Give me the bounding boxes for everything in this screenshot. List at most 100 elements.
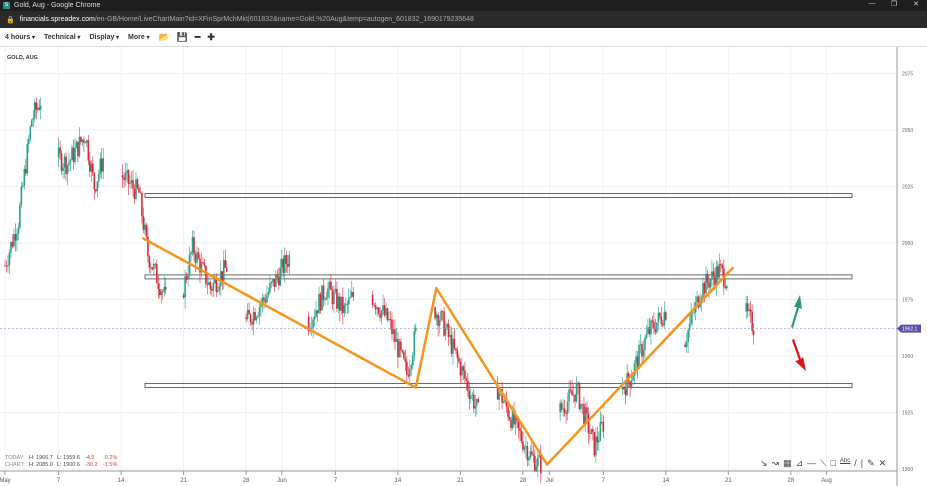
text-tool-icon[interactable]: Abc [839,458,851,464]
arrow-tool-icon[interactable]: ↘ [760,458,768,468]
y-tick-label: 1950 [902,354,913,360]
candle-body [160,291,163,296]
candle-body [74,148,76,162]
candle-body [249,314,252,323]
candle-body [596,436,599,443]
candle-body [8,252,11,266]
candle-body [89,160,91,172]
candle-body [59,147,61,154]
rectangle-tool-icon[interactable]: □ [830,458,836,468]
candle-body [473,394,475,409]
zoom-out-icon[interactable]: ━ [194,31,201,42]
candle-body [206,283,209,285]
candle-body [92,163,94,173]
candle-body [32,117,35,120]
more-dropdown[interactable]: More [128,34,149,41]
candle-body [150,267,152,269]
candle-body [193,237,195,255]
zoom-in-icon[interactable]: ✚ [207,31,215,42]
today-change: -4.5 [85,455,95,461]
candle-body [319,293,322,311]
candle-body [397,339,399,358]
candle-body [409,368,411,377]
hline-tool-icon[interactable]: — [807,458,817,468]
display-dropdown[interactable]: Display [89,34,119,41]
chart-label: CHART: [5,462,25,468]
candle-body [269,283,271,293]
candle-body [705,273,707,294]
save-icon[interactable]: 💾 [176,31,188,42]
candle-body [333,291,335,305]
y-tick-label: 1975 [902,298,913,304]
minimize-button[interactable]: — [868,0,876,7]
candle-body [214,278,216,283]
candle-body [38,107,41,110]
candle-body [718,263,721,278]
close-button[interactable]: ✕ [913,1,919,8]
candle-body [142,216,145,230]
candle-body [225,267,228,272]
fan-tool-icon[interactable]: ⊿ [795,458,804,468]
trendline-tool-icon[interactable]: ⟍ [820,458,827,468]
candle-body [90,163,93,172]
trendline [142,237,418,389]
price-chart[interactable]: 2075 2050 2025 2000 1975 1950 1925 1900 May 7 14 21… [0,47,927,486]
candle-body [202,262,204,264]
candle-body [145,224,148,237]
candle-body [316,310,319,314]
candle-body [315,310,317,317]
candle-body [592,429,594,432]
url-path: /en-GB/Home/LiveChartMain?id=XFinSprMchM… [94,16,474,23]
line-tool-icon[interactable]: / [854,458,857,468]
candle-body [714,276,716,286]
candle-body [251,322,253,325]
candle-body [697,296,700,308]
candle-body [383,305,386,316]
technical-dropdown[interactable]: Technical [44,34,80,41]
candle-body [534,455,536,471]
arrow-down-icon [792,339,806,371]
candle-body [752,331,755,336]
candle-body [65,156,67,175]
candle-body [224,260,227,268]
candle-body [286,263,289,267]
candle-body [709,279,712,288]
curve-tool-icon[interactable]: ↝ [771,458,780,468]
candle-body [156,264,158,284]
candle-body [337,296,340,309]
candle-body [476,398,478,406]
candle-body [345,303,347,305]
folder-icon[interactable]: 📂 [158,31,170,42]
address-bar[interactable]: 🔒 financials.spreadex.com /en-GB/Home/Li… [0,11,927,28]
candle-body [525,446,527,447]
candle-body [528,457,530,461]
candle-body [25,169,27,174]
candle-body [574,394,576,402]
vline-tool-icon[interactable]: | [860,458,864,468]
chart-toolbar: 4 hours Technical Display More 📂 💾 ━ ✚ [0,28,927,47]
candle-body [629,381,631,388]
pencil-icon[interactable]: ✎ [867,458,875,468]
candle-body [477,398,480,402]
candle-body [130,180,133,183]
candle-body [322,285,325,301]
candle-body [685,342,688,347]
maximize-button[interactable]: ❐ [890,1,898,8]
candle-body [211,289,213,291]
candle-body [273,278,276,287]
clear-drawings-icon[interactable]: ✕ [878,458,887,468]
candle-body [80,136,82,143]
candle-body [566,401,569,414]
candle-body [529,451,532,458]
interval-dropdown[interactable]: 4 hours [5,34,35,41]
candle-body [467,380,469,391]
candle-body [663,312,666,326]
candle-body [474,405,477,409]
candle-body [5,265,8,267]
candle-body [645,333,648,339]
grid-tool-icon[interactable]: ▦ [783,458,792,468]
candle-body [36,107,39,110]
candle-body [276,274,279,277]
candle-body [708,282,710,288]
candle-body [389,319,392,320]
